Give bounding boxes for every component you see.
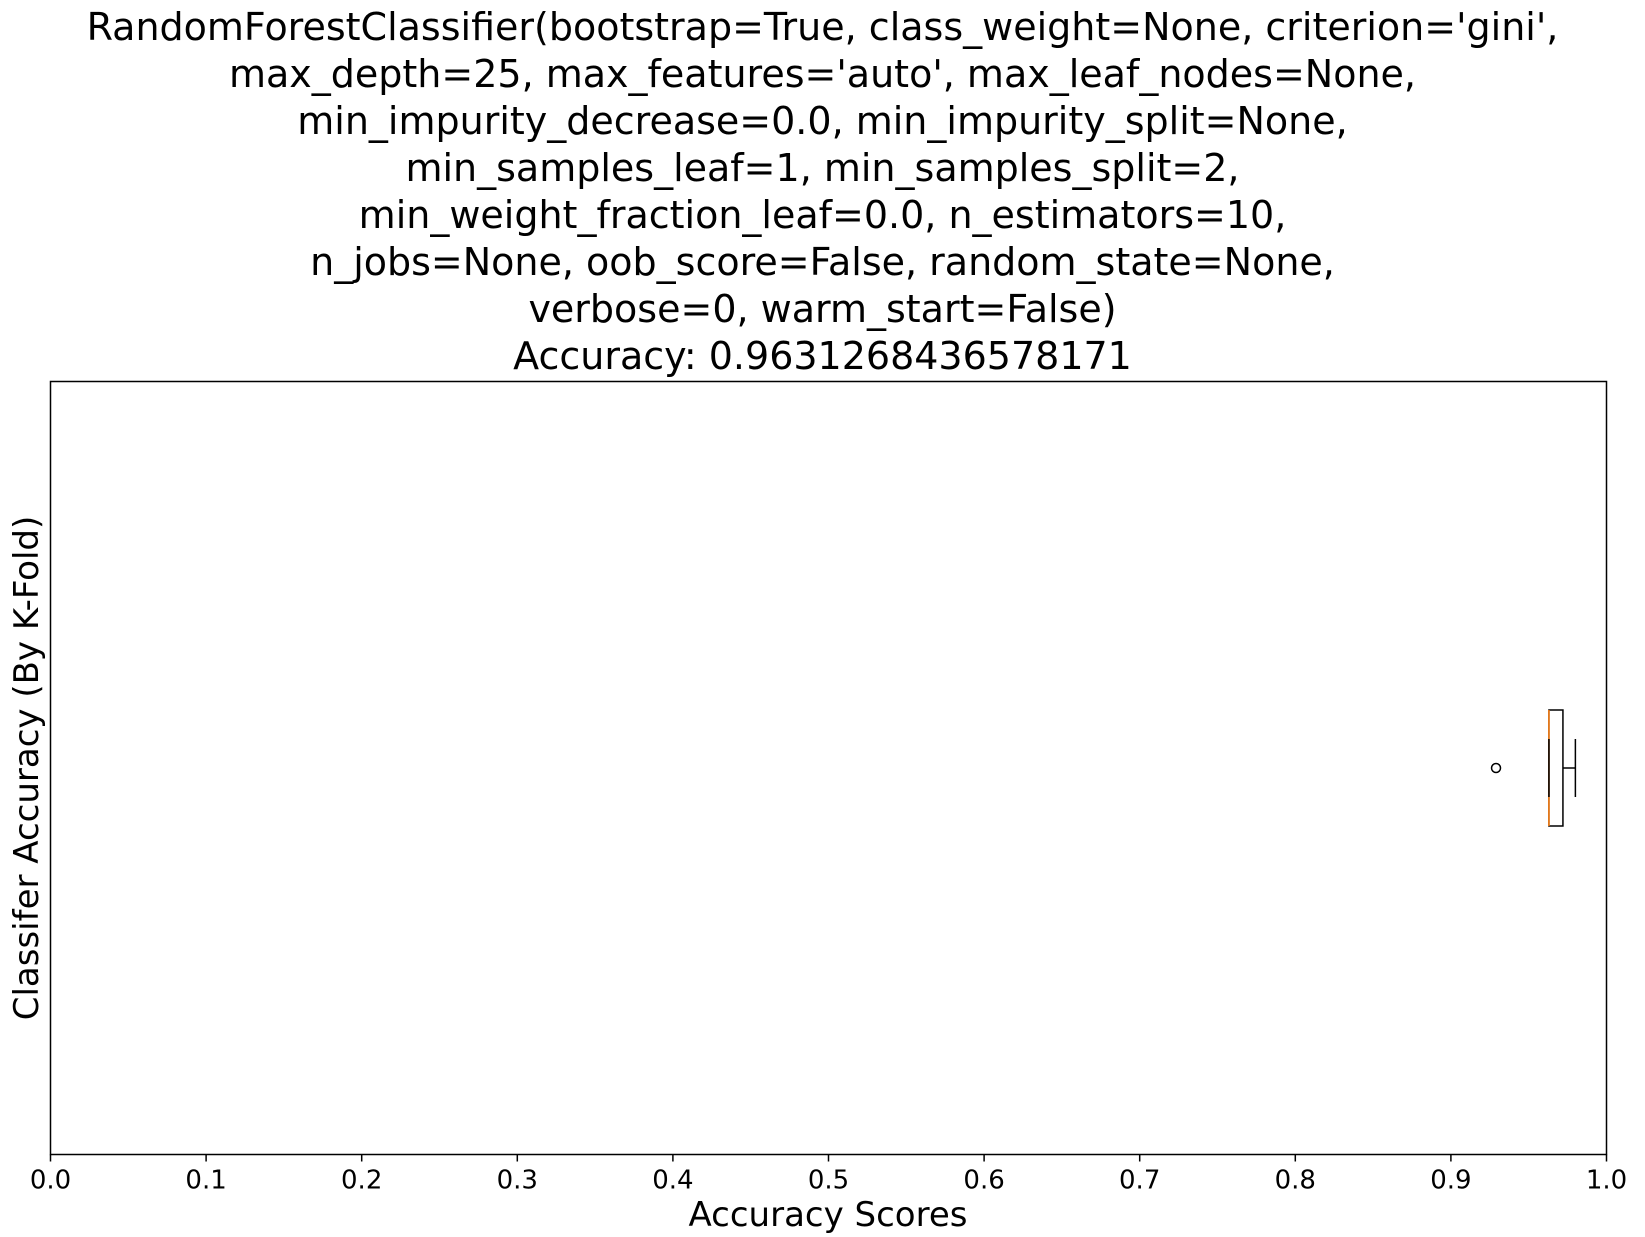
x-tick-label: 0.4	[652, 1166, 693, 1196]
x-tick-label: 0.1	[185, 1166, 226, 1196]
boxplot	[1492, 710, 1576, 826]
x-tick-label: 0.2	[341, 1166, 382, 1196]
x-tick-label: 0.7	[1119, 1166, 1160, 1196]
x-axis: 0.0 0.1 0.2 0.3 0.4 0.5 0.6 0.7 0.8 0.9 1.0	[30, 1155, 1627, 1196]
plot-frame	[51, 382, 1607, 1155]
x-tick-label: 0.8	[1275, 1166, 1316, 1196]
x-tick-label: 0.6	[963, 1166, 1004, 1196]
x-axis-label: Accuracy Scores	[689, 1195, 968, 1235]
x-tick-label: 1.0	[1586, 1166, 1627, 1196]
x-tick-label: 0.9	[1430, 1166, 1471, 1196]
x-tick-label: 0.5	[808, 1166, 849, 1196]
x-tick-label: 0.3	[497, 1166, 538, 1196]
x-tick-label: 0.0	[30, 1166, 71, 1196]
y-axis-label: Classifer Accuracy (By K-Fold)	[7, 516, 47, 1021]
outlier-point	[1492, 764, 1501, 773]
box-iqr	[1549, 710, 1563, 826]
